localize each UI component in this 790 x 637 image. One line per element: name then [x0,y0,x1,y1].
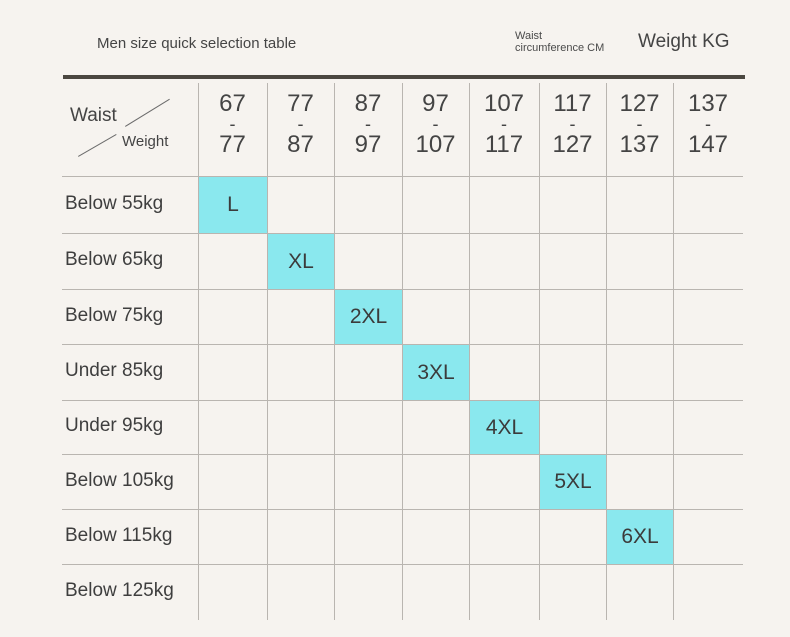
column-divider [334,83,335,620]
size-cell: 6XL [607,510,673,564]
size-cell: 3XL [403,345,469,400]
column-header-to: 147 [687,131,729,158]
row-divider [62,289,743,290]
column-header-to: 107 [415,131,456,158]
row-label: Under 85kg [65,360,164,381]
size-cell: 5XL [540,455,606,509]
column-header-to: 97 [354,131,382,158]
column-header-from: 97 [422,90,449,117]
column-divider [539,83,540,620]
column-divider [469,83,470,620]
row-divider [62,509,743,510]
corner-waist-label: Waist [70,105,117,126]
row-divider [62,400,743,401]
column-header-to: 77 [219,131,246,158]
column-header: 107-117 [469,90,539,158]
row-label: Below 115kg [65,524,173,546]
column-header-from: 127 [619,90,660,117]
column-header-from: 67 [219,90,246,117]
row-divider [62,233,743,234]
column-header-separator: - [365,114,371,134]
column-header-from: 87 [354,90,382,117]
column-header-from: 77 [287,90,314,117]
column-divider [606,83,607,620]
corner-diagonal-lower [78,134,117,157]
row-label: Under 95kg [65,415,164,436]
corner-weight-label: Weight [122,133,169,150]
column-divider [402,83,403,620]
column-divider [267,83,268,620]
column-header: 87-97 [334,90,402,158]
size-cell: L [199,177,267,233]
column-header-from: 107 [483,90,525,117]
column-header: 67-77 [198,90,267,158]
row-label: Below 75kg [65,304,164,326]
column-divider [673,83,674,620]
column-header: 77-87 [267,90,334,158]
top-rule [63,75,745,79]
legend-waist: Waist circumference CM [515,30,604,54]
corner-diagonal-upper [125,99,170,127]
table-title: Men size quick selection table [97,35,297,52]
row-divider [62,344,743,345]
legend-weight: Weight KG [638,31,730,52]
column-header: 127-137 [606,90,673,158]
legend-waist-line2: circumference CM [515,42,605,54]
column-header-from: 137 [687,90,729,117]
column-header-separator: - [229,114,236,134]
row-label: Below 55kg [65,192,164,214]
column-header: 117-127 [539,90,606,158]
column-header-separator: - [636,114,643,134]
column-header-to: 117 [484,131,524,158]
column-header-to: 87 [287,131,314,158]
column-header-separator: - [501,114,507,134]
row-divider [62,564,743,565]
row-label: Below 125kg [65,580,174,601]
row-divider [62,176,743,177]
column-header: 97-107 [402,90,469,158]
legend-waist-line1: Waist [515,30,543,42]
column-header-to: 127 [552,131,593,158]
column-header-separator: - [297,114,304,134]
column-header-separator: - [569,114,576,134]
column-header: 137-147 [673,90,743,158]
column-header-separator: - [432,114,439,134]
row-label: Below 105kg [65,469,174,491]
size-cell: 2XL [335,290,402,344]
row-label: Below 65kg [65,249,164,270]
size-cell: 4XL [470,401,539,454]
column-header-to: 137 [619,131,660,158]
column-header-separator: - [705,114,711,134]
column-divider [198,83,199,620]
column-header-from: 117 [553,90,592,117]
size-grid: Waist Weight 67-77 77-87 87-97 97-107 107-11… [62,83,743,620]
size-cell: XL [268,234,334,289]
row-divider [62,454,743,455]
